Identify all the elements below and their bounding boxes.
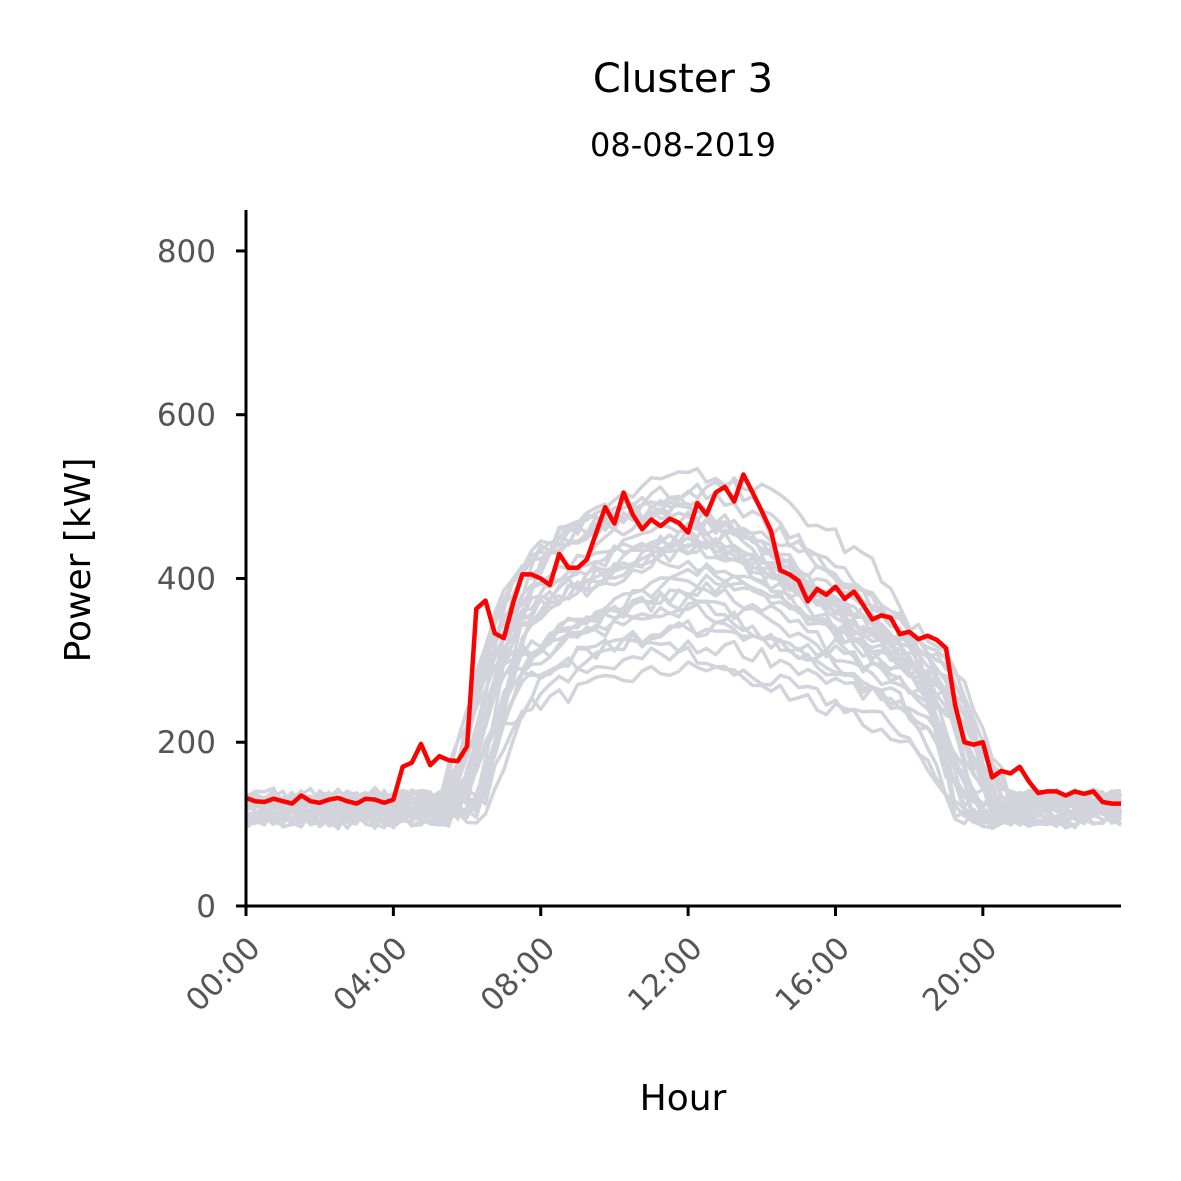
background-series-line xyxy=(245,538,1123,822)
y-tick-label: 400 xyxy=(157,561,216,597)
chart-subtitle: 08-08-2019 xyxy=(590,126,776,164)
x-tick-label: 20:00 xyxy=(916,930,1005,1019)
y-tick-label: 600 xyxy=(157,398,216,434)
background-series-line xyxy=(245,494,1122,828)
background-series-line xyxy=(246,552,1122,815)
x-tick-label: 16:00 xyxy=(768,930,857,1019)
highlight-series-line xyxy=(245,472,1121,806)
x-tick-label: 04:00 xyxy=(326,930,415,1019)
y-tick-label: 200 xyxy=(157,725,216,761)
y-axis-label: Power [kW] xyxy=(58,458,99,663)
background-series-line xyxy=(244,573,1123,827)
x-ticks: 00:00 04:00 08:00 12:00 16:00 20:00 xyxy=(179,906,1004,1019)
chart-title: Cluster 3 xyxy=(593,56,773,102)
highlight-series-group xyxy=(245,472,1121,806)
x-axis-label: Hour xyxy=(640,1078,727,1119)
x-tick-label: 08:00 xyxy=(474,930,563,1019)
y-ticks: 0 200 400 600 800 xyxy=(157,234,246,925)
x-tick-label: 00:00 xyxy=(179,930,268,1019)
y-tick-label: 800 xyxy=(157,234,216,270)
y-tick-label: 0 xyxy=(196,889,216,925)
x-tick-label: 12:00 xyxy=(621,930,710,1019)
